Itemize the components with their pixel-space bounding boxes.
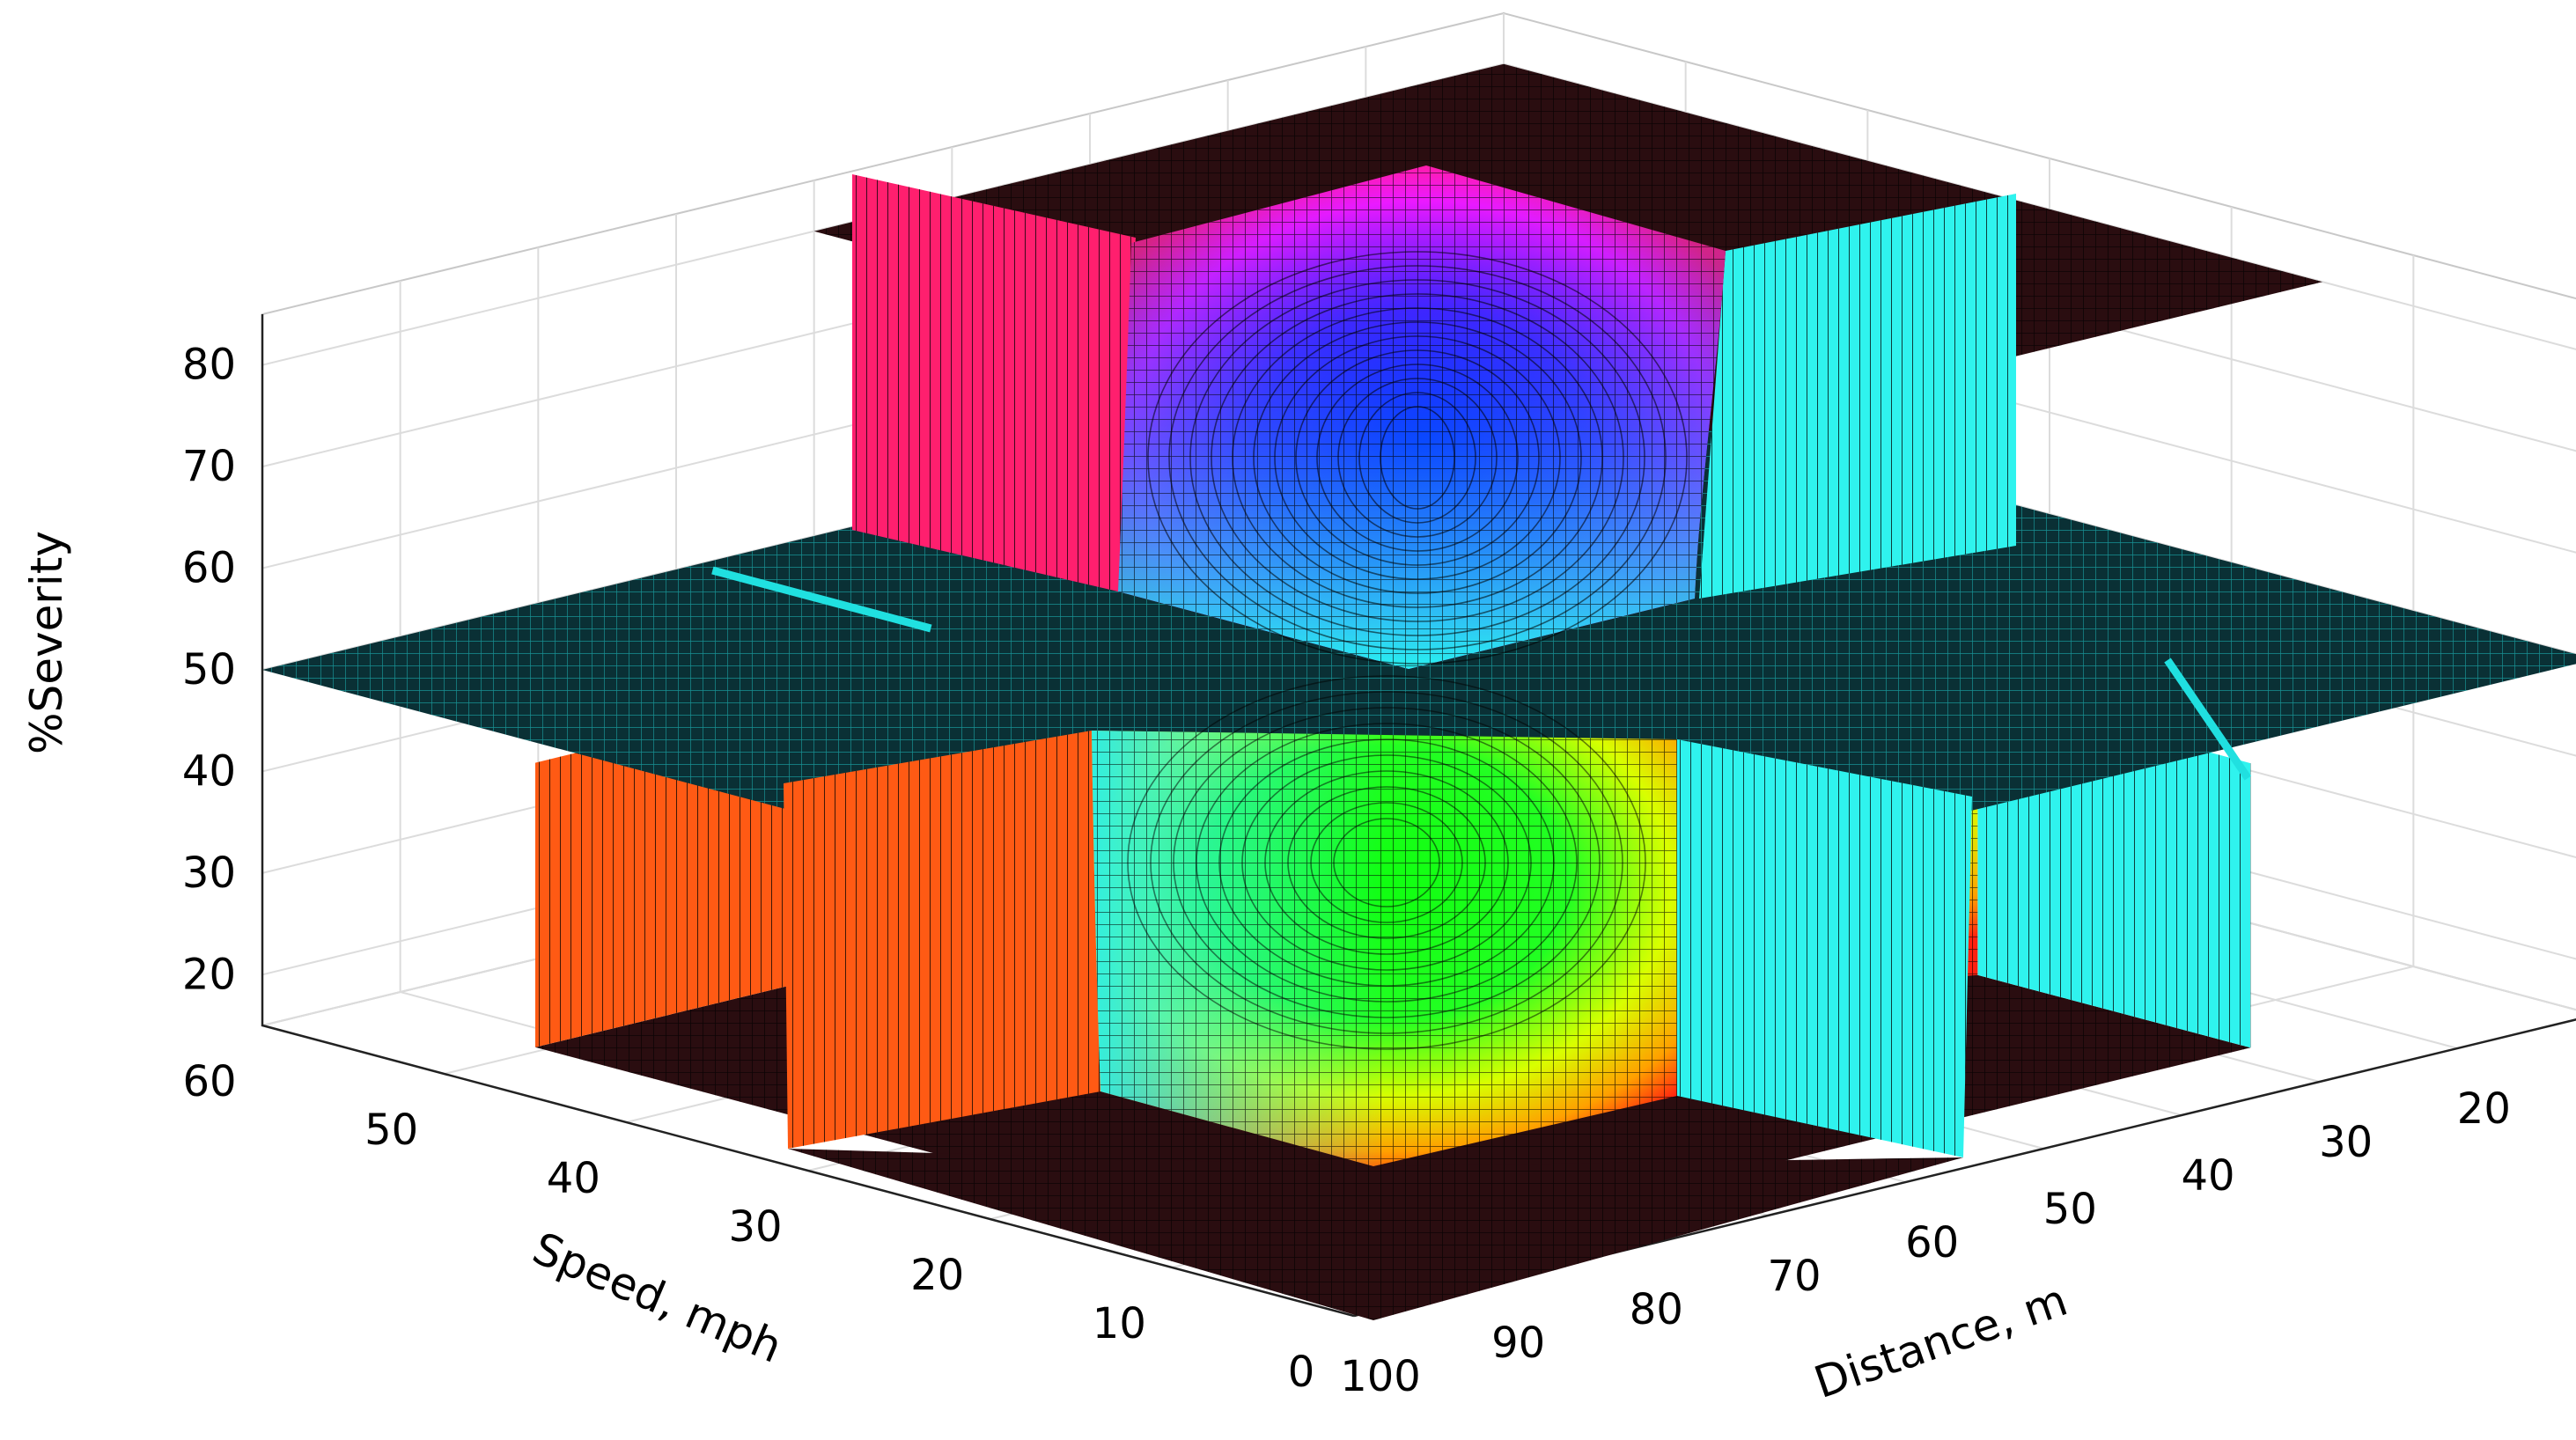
lower-dome-ring (1264, 770, 1509, 955)
y-tick-label: 70 (1767, 1252, 1821, 1301)
upper-dome-mesh (1118, 165, 1726, 669)
plane-slit-left (711, 566, 932, 633)
upper-wall-cyan-mesh (1699, 194, 2016, 599)
y-axis-label: Distance, m (1808, 1275, 2074, 1408)
dome-contour (1316, 364, 1519, 552)
lower-dome-ring (1241, 754, 1532, 971)
dome-contour (1295, 349, 1540, 566)
dome-contour (1211, 293, 1624, 622)
x-tick-label: 30 (728, 1202, 782, 1252)
lower-wall-orange-front-mesh (784, 731, 1100, 1149)
dome-contour (1189, 279, 1645, 636)
y-tick-label: 50 (2043, 1185, 2097, 1234)
y-tick-label: 80 (1630, 1285, 1683, 1334)
dome-contour (1168, 265, 1667, 650)
z-tick-label: 30 (182, 849, 236, 898)
lower-dome-ring (1333, 818, 1440, 907)
lower-wall-cyan-front-mesh (1677, 739, 1972, 1157)
z-tick-label: 50 (182, 645, 236, 694)
dome-contour (1337, 378, 1498, 538)
y-tick-label: 60 (1905, 1218, 1959, 1267)
y-tick-label: 100 (1340, 1352, 1421, 1401)
dome-contour (1232, 307, 1603, 608)
x-tick-label: 0 (1288, 1348, 1315, 1397)
dome-contour (1380, 406, 1455, 510)
lower-dome-ring (1287, 786, 1486, 939)
y-tick-label: 20 (2457, 1084, 2511, 1134)
dome-contour (1274, 335, 1561, 580)
dome-contour (1253, 321, 1582, 594)
x-tick-label: 50 (364, 1106, 418, 1155)
lower-floor-front-mesh (788, 1149, 1963, 1320)
lower-dome-ring (1150, 691, 1623, 1034)
y-tick-label: 40 (2181, 1151, 2234, 1201)
x-tick-label: 10 (1093, 1299, 1146, 1348)
upper-wall-magenta-mesh (852, 174, 1136, 591)
axis-line-speed (261, 314, 1355, 1318)
lower-dome-front-mesh (1092, 731, 1677, 1166)
lower-dome-ring (1310, 802, 1463, 923)
x-tick-label: 60 (182, 1057, 236, 1106)
lower-dome-ring (1127, 675, 1646, 1050)
y-tick-label: 90 (1491, 1319, 1545, 1368)
dome-contour (1358, 392, 1476, 524)
lower-dome-ring (1218, 738, 1555, 987)
lower-dome-ring (1196, 723, 1578, 1003)
z-tick-label: 60 (182, 544, 236, 593)
z-tick-label: 70 (182, 442, 236, 491)
z-tick-label: 40 (182, 746, 236, 796)
x-tick-label: 40 (547, 1154, 600, 1203)
x-tick-label: 20 (910, 1251, 964, 1300)
y-tick-label: 30 (2319, 1118, 2373, 1167)
z-axis-label: %Severity (21, 531, 72, 754)
dome-contour (1147, 251, 1688, 665)
plane-slit-right (2164, 658, 2252, 781)
z-tick-label: 80 (182, 341, 236, 390)
z-tick-label: 20 (182, 950, 236, 999)
lower-dome-ring (1173, 707, 1601, 1018)
surfaces (262, 63, 2576, 1320)
